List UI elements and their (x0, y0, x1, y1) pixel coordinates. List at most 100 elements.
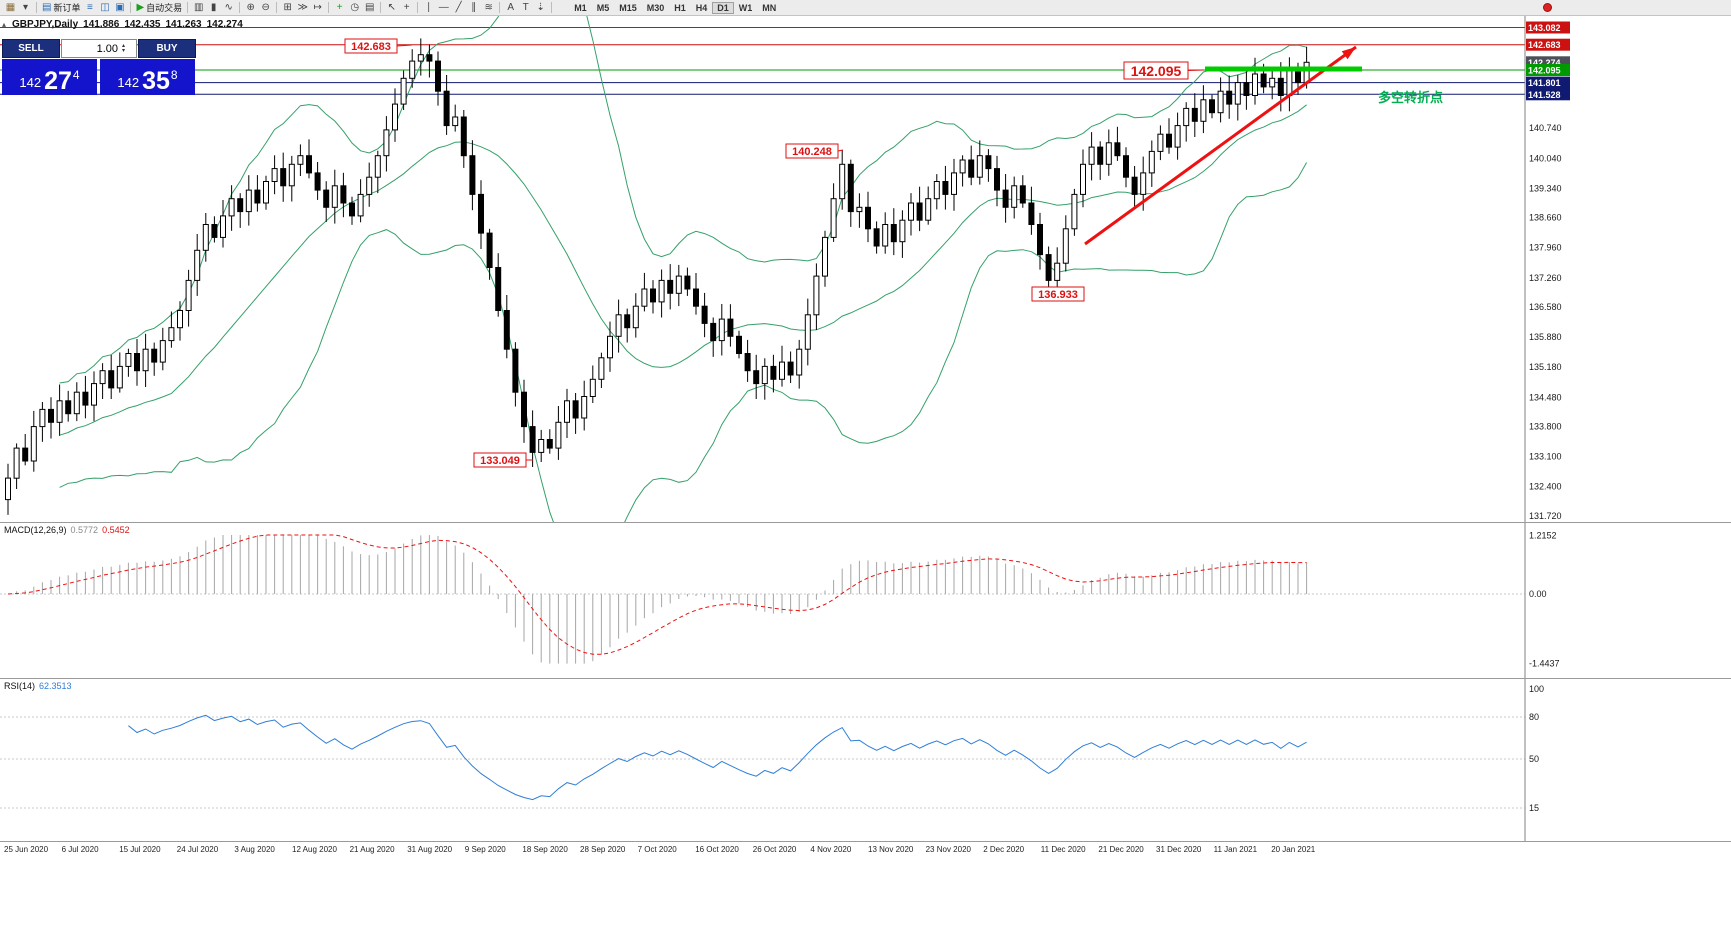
bid-pips: 27 (44, 67, 72, 95)
toolbar-separator (276, 2, 278, 13)
main-toolbar: ▦ ▾ ▤ 新订单 ≡ ◫ ▣ ▶ 自动交易 ▥ ▮ ∿ ⊕ ⊖ ⊞ ≫ ↦ + ◷ ▤ ↖ + ∣ ― ╱ ∥ ≋ A T ⇣ M1 M5… (0, 0, 1731, 16)
rsi-levels (0, 716, 1525, 809)
timeframe-m1-button[interactable]: M1 (574, 2, 587, 13)
svg-text:137.960: 137.960 (1529, 243, 1562, 253)
bar-chart-button[interactable]: ▥ (191, 1, 206, 15)
svg-text:140.740: 140.740 (1529, 123, 1562, 133)
timeframe-bar: M1 M5 M15 M30 H1 H4 D1 W1 MN (569, 1, 781, 14)
text-button[interactable]: A (503, 1, 518, 15)
cursor-button[interactable]: ↖ (384, 1, 399, 15)
terminal-icon: ▣ (115, 1, 125, 13)
templates-button[interactable]: ▤ (362, 1, 377, 15)
svg-text:131.720: 131.720 (1529, 511, 1562, 521)
navigator-icon: ◫ (100, 1, 110, 13)
ohlc-close: 142.274 (206, 19, 243, 30)
autotrading-label: 自动交易 (146, 3, 183, 13)
zoom-in-button[interactable]: ⊕ (243, 1, 258, 15)
timeframe-d1-button[interactable]: D1 (712, 1, 734, 14)
date-label: 24 Jul 2020 (176, 845, 219, 854)
date-axis[interactable]: 25 Jun 2020 6 Jul 2020 15 Jul 2020 24 Jul 2… (0, 841, 1731, 859)
svg-text:141.528: 141.528 (1528, 90, 1561, 100)
volume-down-icon[interactable]: ▾ (122, 47, 126, 54)
auto-scroll-button[interactable]: ≫ (295, 1, 310, 15)
volume-input[interactable] (62, 42, 120, 55)
price-tag (1031, 286, 1085, 302)
timeframe-h4-button[interactable]: H4 (695, 2, 708, 13)
svg-text:142.274: 142.274 (1528, 58, 1561, 68)
timeframe-m15-button[interactable]: M15 (619, 2, 637, 13)
arrows-button[interactable]: ⇣ (533, 1, 548, 15)
date-label: 12 Aug 2020 (292, 845, 337, 854)
navigator-button[interactable]: ◫ (97, 1, 112, 15)
one-click-trading-panel: SELL ▴ ▾ BUY 142 27 4 142 (2, 39, 196, 95)
arrows-icon: ⇣ (536, 1, 545, 13)
bid-price-button[interactable]: 142 27 4 (2, 59, 97, 95)
periods-button[interactable]: ◷ (347, 1, 362, 15)
macd-label: MACD(12,26,9) 0.5772 0.5452 (4, 525, 130, 535)
new-order-button[interactable]: ▤ 新订单 (40, 1, 82, 15)
zoom-out-button[interactable]: ⊖ (258, 1, 273, 15)
line-chart-button[interactable]: ∿ (221, 1, 236, 15)
profiles-button[interactable]: ▾ (18, 1, 33, 15)
candlestick-chart-button[interactable]: ▮ (206, 1, 221, 15)
ohlc-low: 141.263 (165, 19, 202, 30)
vertical-line-button[interactable]: ∣ (421, 1, 436, 15)
zoom-in-icon: ⊕ (246, 1, 255, 13)
horizontal-line-button[interactable]: ― (436, 1, 451, 15)
date-label: 11 Dec 2020 (1040, 845, 1086, 854)
date-label: 25 Jun 2020 (4, 845, 49, 854)
one-click-collapse-icon[interactable]: ▴ (2, 20, 7, 29)
indicators-icon: + (336, 1, 343, 13)
macd-name: MACD(12,26,9) (4, 525, 67, 535)
level-lines[interactable] (0, 27, 1525, 95)
text-label-button[interactable]: T (518, 1, 533, 15)
buy-button[interactable]: BUY (138, 39, 196, 58)
timeframe-h1-button[interactable]: H1 (674, 2, 686, 13)
autotrading-button[interactable]: ▶ 自动交易 (134, 1, 184, 15)
bollinger-bands (59, 16, 1308, 522)
price-chart[interactable]: 142.683 140.248 133.049 136.933 142.095 多空转折点… (0, 16, 1731, 522)
toolbar-separator (36, 2, 37, 13)
bid-fraction: 4 (72, 68, 80, 82)
macd-panel[interactable]: 1.2152 0.00 -1.4437 (0, 522, 1731, 678)
ask-price-button[interactable]: 142 35 8 (100, 59, 195, 95)
volume-up-icon[interactable]: ▴ (122, 42, 126, 49)
svg-text:-1.4437: -1.4437 (1529, 658, 1560, 668)
trendline-icon: ╱ (455, 1, 462, 13)
tile-windows-button[interactable]: ⊞ (280, 1, 295, 15)
indicators-button[interactable]: + (332, 1, 347, 15)
timeframe-m30-button[interactable]: M30 (646, 2, 665, 13)
chart-note: 多空转折点 (1378, 90, 1443, 105)
chart-shift-icon: ↦ (313, 1, 322, 13)
svg-text:137.260: 137.260 (1529, 273, 1562, 283)
crosshair-button[interactable]: + (399, 1, 414, 15)
trendline-button[interactable]: ╱ (451, 1, 466, 15)
rsi-axis[interactable]: 100 80 50 15 (1524, 679, 1544, 841)
chart-window[interactable]: 142.683 140.248 133.049 136.933 142.095 多空转折点… (0, 16, 1731, 938)
terminal-button[interactable]: ▣ (112, 1, 127, 15)
toolbar-separator (417, 2, 419, 13)
new-chart-button[interactable]: ▦ (3, 1, 18, 15)
market-watch-button[interactable]: ≡ (82, 1, 97, 15)
date-label: 6 Jul 2020 (61, 845, 99, 854)
text-label-icon: T (522, 1, 529, 13)
chart-shift-button[interactable]: ↦ (310, 1, 325, 15)
equidistant-channel-button[interactable]: ∥ (466, 1, 481, 15)
auto-scroll-icon: ≫ (297, 1, 308, 13)
bar-chart-icon: ▥ (193, 1, 204, 13)
timeframe-mn-button[interactable]: MN (762, 2, 777, 13)
price-axis[interactable]: 140.740 140.040 139.340 138.660 137.960 137.2… (1524, 16, 1570, 522)
date-label: 11 Jan 2021 (1213, 845, 1258, 854)
sell-button[interactable]: SELL (2, 39, 60, 58)
timeframe-m5-button[interactable]: M5 (596, 2, 610, 13)
macd-axis[interactable]: 1.2152 0.00 -1.4437 (1524, 523, 1560, 678)
annotations[interactable]: 142.683 140.248 133.049 136.933 142.095 多空转折点 (344, 38, 1443, 468)
horizontal-line-icon: ― (438, 1, 449, 13)
rsi-panel[interactable]: 100 80 50 15 (0, 678, 1731, 841)
timeframe-w1-button[interactable]: W1 (738, 2, 753, 13)
svg-text:135.880: 135.880 (1529, 332, 1562, 342)
fibonacci-button[interactable]: ≋ (481, 1, 496, 15)
new-chart-icon: ▦ (5, 1, 16, 13)
candlestick-chart-icon: ▮ (210, 1, 217, 13)
